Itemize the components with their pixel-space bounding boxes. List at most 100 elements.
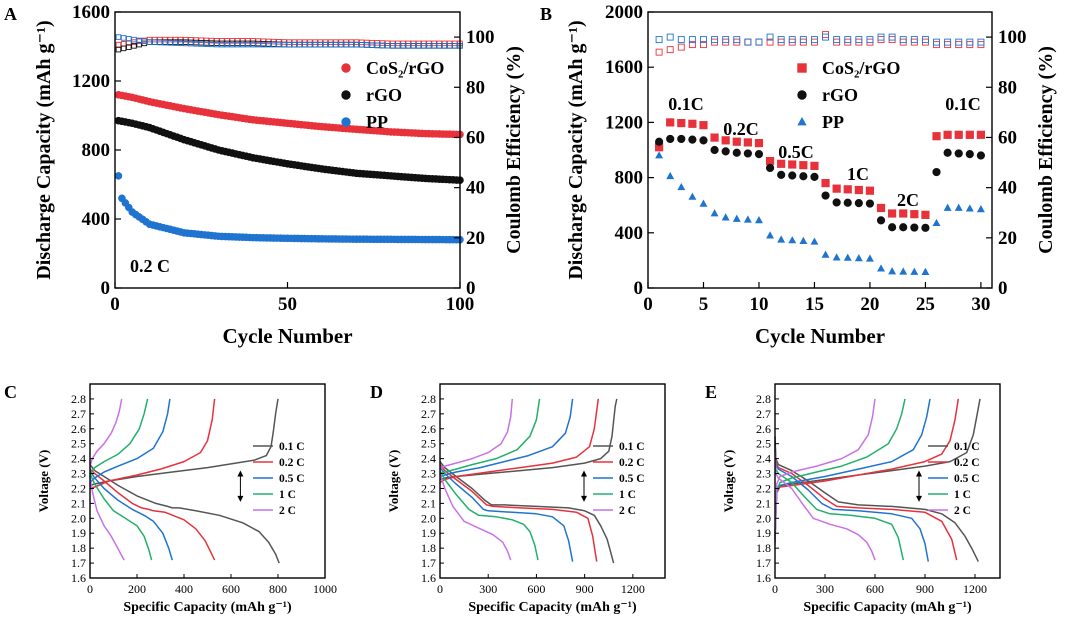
capacity-point (899, 209, 908, 218)
discharge-curve (439, 467, 574, 562)
capacity-point (932, 218, 941, 227)
efficiency-point (338, 41, 344, 48)
legend-label: 2 C (279, 505, 296, 517)
rate-label: 0.1C (668, 94, 704, 114)
y-axis-label: Voltage (V) (721, 450, 736, 513)
efficiency-point (296, 41, 303, 48)
discharge-curve (439, 473, 512, 561)
charge-curve (439, 398, 541, 475)
efficiency-point (446, 43, 453, 49)
efficiency-point (677, 43, 685, 51)
charge-curve (439, 398, 574, 478)
legend-label: 2 C (954, 505, 971, 517)
capacity-point (843, 253, 852, 261)
capacity-point (688, 119, 697, 128)
efficiency-point (811, 36, 818, 44)
y2-tick-label: 40 (998, 178, 1017, 199)
charge-curve (89, 398, 171, 484)
efficiency-point (431, 43, 437, 49)
discharge-curve (439, 464, 598, 562)
efficiency-point (766, 33, 774, 41)
efficiency-point (141, 38, 148, 45)
efficiency-point (389, 43, 396, 49)
arrow-head (237, 470, 244, 477)
capacity-point (965, 150, 974, 159)
efficiency-point (115, 34, 122, 40)
efficiency-point (766, 38, 774, 46)
y-tick-label: 1200 (72, 71, 110, 92)
legend-label: CoS₂/rGO (822, 58, 900, 78)
charge-curve (89, 398, 279, 487)
y-tick-label: 2.4 (421, 452, 436, 466)
y2-tick-label: 100 (466, 27, 495, 48)
charge-curve (439, 398, 618, 481)
y-tick-label: 0 (634, 278, 644, 299)
y-tick-label: 800 (615, 168, 644, 189)
efficiency-point (405, 43, 412, 49)
charge-curve (89, 398, 123, 467)
capacity-point (655, 151, 664, 159)
discharge-curve (774, 436, 979, 562)
x-tick-label: 1000 (313, 582, 337, 596)
rate-label: 0.1C (945, 94, 981, 114)
charge-curve (774, 398, 906, 543)
capacity-point (799, 236, 808, 244)
efficiency-point (162, 39, 168, 46)
efficiency-point (312, 41, 318, 48)
efficiency-point (955, 41, 963, 49)
x-axis-label: Specific Capacity (mAh g⁻¹) (468, 600, 637, 615)
efficiency-point (811, 38, 818, 46)
capacity-point (910, 223, 919, 232)
efficiency-point (343, 41, 349, 48)
capacity-point (699, 199, 708, 207)
legend-marker (797, 90, 807, 100)
efficiency-point (877, 36, 885, 44)
capacity-point (943, 203, 952, 211)
capacity-point (854, 199, 863, 208)
capacity-point (876, 216, 886, 225)
efficiency-point (700, 41, 707, 49)
capacity-point (732, 148, 741, 157)
x-tick-label: 600 (222, 582, 240, 596)
capacity-point (654, 137, 664, 146)
efficiency-point (208, 41, 215, 48)
legend-marker (341, 90, 351, 100)
capacity-point (865, 199, 875, 208)
y2-tick-label: 100 (998, 27, 1027, 48)
x-tick-label: 100 (446, 294, 475, 315)
capacity-point (854, 254, 863, 262)
arrow-head (916, 470, 922, 477)
capacity-point (721, 136, 730, 145)
efficiency-point (700, 36, 707, 44)
y-tick-label: 2.0 (71, 511, 86, 525)
capacity-point (777, 159, 786, 168)
efficiency-point (384, 42, 391, 49)
efficiency-point (677, 36, 685, 44)
y-tick-label: 1.7 (756, 556, 771, 570)
y-tick-label: 2.0 (421, 511, 436, 525)
efficiency-point (966, 41, 974, 49)
legend-label: 0.1 C (954, 441, 980, 453)
y-tick-label: 1.8 (421, 541, 436, 555)
capacity-point (943, 130, 952, 139)
efficiency-point (426, 43, 432, 49)
efficiency-point (322, 41, 329, 48)
efficiency-point (126, 44, 132, 50)
capacity-point (843, 198, 852, 207)
capacity-point (843, 185, 852, 194)
rate-annotation: 0.2 C (130, 256, 170, 276)
x-tick-label: 20 (860, 294, 879, 315)
efficiency-point (977, 41, 985, 49)
x-tick-label: 15 (805, 294, 824, 315)
efficiency-point (788, 36, 796, 44)
y2-axis-label: Coulomb Efficiency (%) (503, 46, 525, 254)
efficiency-point (250, 41, 256, 48)
efficiency-point (436, 43, 443, 49)
discharge-curve (774, 451, 876, 561)
capacity-point (677, 118, 686, 128)
y2-tick-label: 80 (998, 77, 1017, 98)
efficiency-point (364, 42, 370, 48)
y-tick-label: 800 (82, 140, 111, 161)
efficiency-point (421, 43, 427, 49)
